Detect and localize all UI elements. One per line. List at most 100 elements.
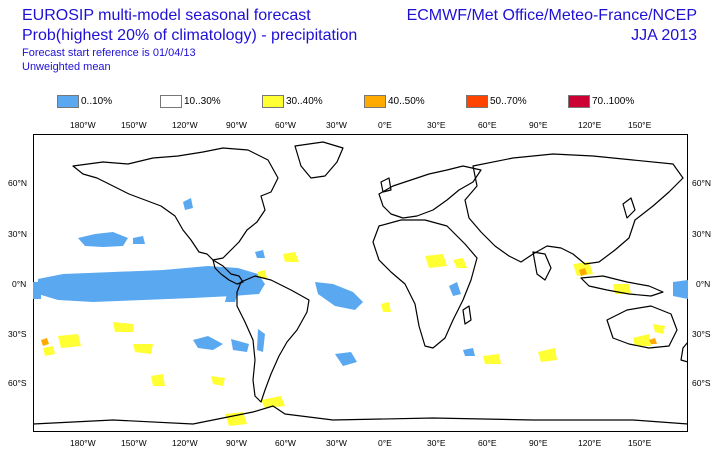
lat-label-left: 30°N <box>8 229 27 239</box>
region-pacific-west-yellow <box>43 346 55 356</box>
lon-label-bottom: 180°W <box>70 438 96 448</box>
world-map <box>33 134 688 432</box>
region-caribbean <box>257 270 267 278</box>
region-central-pacific-band <box>38 266 265 302</box>
region-north-pacific-small-2 <box>183 198 193 210</box>
organizations-text: ECMWF/Met Office/Meteo-France/NCEP <box>406 7 697 24</box>
lat-label-left: 30°S <box>8 329 27 339</box>
lat-label-right: 30°S <box>692 329 711 339</box>
title-line-2: Prob(highest 20% of climatology) - preci… <box>22 27 358 44</box>
lon-label-bottom: 30°W <box>326 438 347 448</box>
lon-label-top: 30°E <box>427 120 446 130</box>
coast-north-america <box>72 147 279 261</box>
lat-label-right: 0°N <box>696 279 711 289</box>
region-southern-ocean-yellow <box>483 354 501 364</box>
coast-antarctica <box>33 405 688 425</box>
lon-label-top: 180°W <box>70 120 96 130</box>
coast-greenland <box>294 141 344 179</box>
lon-label-top: 60°E <box>478 120 497 130</box>
legend-label: 70..100% <box>592 95 635 107</box>
coast-australia <box>606 305 678 349</box>
coast-africa <box>372 219 478 349</box>
region-orange-3 <box>649 338 657 344</box>
legend-label: 10..30% <box>184 95 221 107</box>
legend-item-0-10: 0..10% <box>57 94 112 108</box>
lon-label-top: 120°W <box>172 120 198 130</box>
coast-madagascar <box>462 305 472 325</box>
coast-uk <box>380 177 392 193</box>
legend-swatch <box>466 94 488 108</box>
title-line-1: EUROSIP multi-model seasonal forecast <box>22 7 311 24</box>
legend-item-70-100: 70..100% <box>568 94 634 108</box>
lon-label-top: 90°E <box>529 120 548 130</box>
region-south-pacific-right <box>653 324 665 334</box>
region-southern-indian <box>463 348 475 356</box>
region-north-america-central <box>255 250 265 258</box>
region-mid-atlantic-yellow <box>381 302 391 312</box>
coast-asia <box>464 153 684 265</box>
coast-new-zealand <box>680 341 688 363</box>
lon-label-top: 150°W <box>121 120 147 130</box>
legend-swatch <box>364 94 386 108</box>
legend-label: 40..50% <box>388 95 425 107</box>
coast-south-america <box>236 275 310 403</box>
lon-label-top: 0°E <box>378 120 392 130</box>
high-probability-regions <box>41 268 657 346</box>
region-tierra-del-fuego <box>261 396 285 408</box>
weighting-text: Unweighted mean <box>22 61 111 73</box>
lon-label-bottom: 0°E <box>378 438 392 448</box>
lat-label-left: 0°N <box>12 279 27 289</box>
region-south-pacific-yellow-1 <box>113 322 133 332</box>
coast-india <box>532 251 552 281</box>
season-text: JJA 2013 <box>631 27 697 44</box>
lon-label-top: 150°E <box>628 120 652 130</box>
lon-label-bottom: 150°E <box>628 438 652 448</box>
region-south-pacific-2 <box>231 339 249 352</box>
lon-label-bottom: 120°E <box>578 438 602 448</box>
legend-swatch <box>160 94 182 108</box>
lon-label-bottom: 30°E <box>427 438 446 448</box>
lon-label-bottom: 90°W <box>226 438 247 448</box>
legend-item-40-50: 40..50% <box>364 94 425 108</box>
region-australia-yellow <box>633 334 651 346</box>
region-western-pacific <box>673 280 688 299</box>
map-svg <box>33 134 688 432</box>
region-south-pacific-yellow-5 <box>211 376 225 386</box>
title-block: EUROSIP multi-model seasonal forecast Pr… <box>22 6 357 74</box>
region-east-africa-yellow <box>453 258 467 268</box>
lon-label-top: 60°W <box>275 120 296 130</box>
lon-label-bottom: 60°E <box>478 438 497 448</box>
lon-label-top: 90°W <box>226 120 247 130</box>
lat-label-left: 60°S <box>8 378 27 388</box>
coastlines <box>33 141 688 425</box>
region-north-pacific-east <box>78 232 128 247</box>
lon-label-top: 30°W <box>326 120 347 130</box>
region-south-america-coast <box>257 329 265 352</box>
lon-label-bottom: 60°W <box>275 438 296 448</box>
legend-item-10-30: 10..30% <box>160 94 221 108</box>
region-orange-1 <box>579 268 587 276</box>
legend-label: 30..40% <box>286 95 323 107</box>
region-tropical-atlantic <box>315 282 363 310</box>
low-probability-regions <box>33 198 688 366</box>
lon-label-bottom: 120°W <box>172 438 198 448</box>
lat-label-right: 60°S <box>692 378 711 388</box>
region-south-pacific-yellow-6 <box>225 412 247 426</box>
lat-label-right: 30°N <box>692 229 711 239</box>
legend-swatch <box>568 94 590 108</box>
region-south-atlantic <box>335 352 357 366</box>
region-north-pacific-small <box>133 236 145 244</box>
region-indian-south-yellow <box>538 348 557 362</box>
lon-label-bottom: 90°E <box>529 438 548 448</box>
coast-japan <box>622 197 636 219</box>
forecast-start-text: Forecast start reference is 01/04/13 <box>22 47 196 59</box>
lon-label-bottom: 150°W <box>121 438 147 448</box>
lat-label-left: 60°N <box>8 178 27 188</box>
legend-item-30-40: 30..40% <box>262 94 323 108</box>
region-africa-yellow <box>425 254 447 268</box>
region-south-pacific-yellow-4 <box>151 374 165 386</box>
legend-label: 0..10% <box>81 95 113 107</box>
coast-indonesia <box>580 275 664 297</box>
lon-label-top: 120°E <box>578 120 602 130</box>
region-africa-east <box>449 282 461 296</box>
